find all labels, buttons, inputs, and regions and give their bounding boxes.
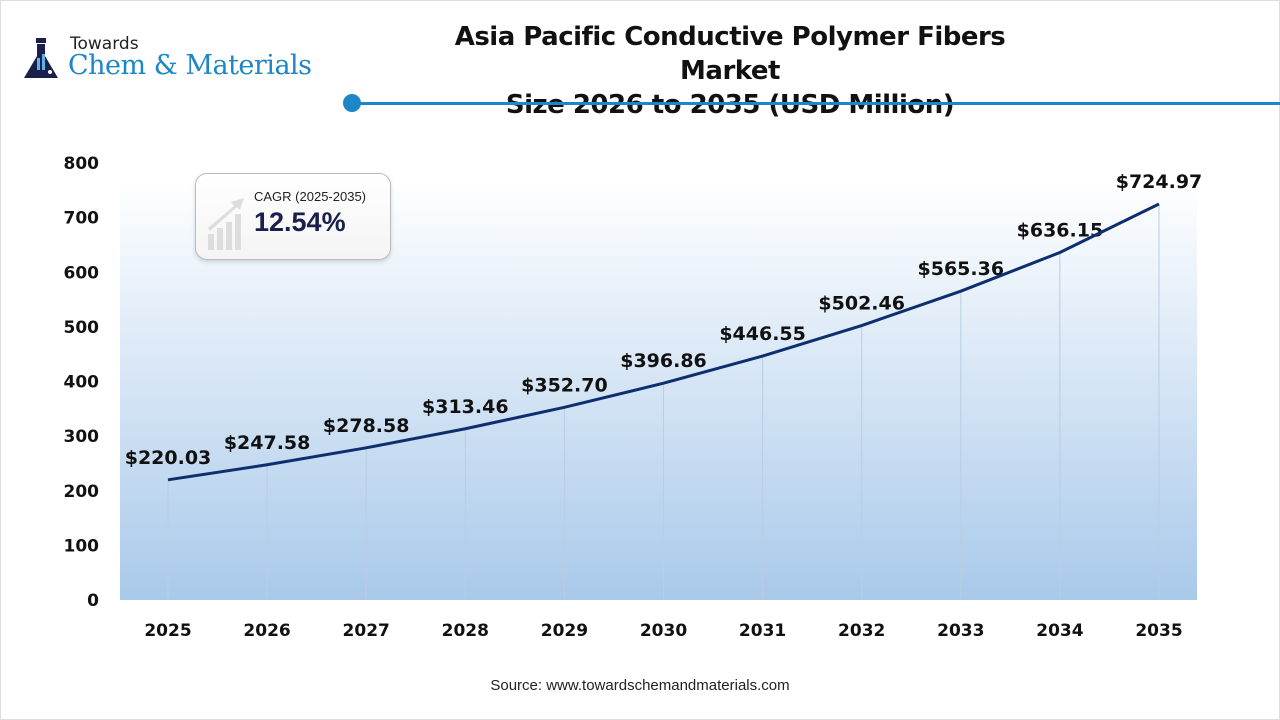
y-tick-label: 300 — [64, 427, 100, 447]
x-tick-label: 2028 — [442, 621, 489, 641]
data-label: $247.58 — [224, 432, 311, 454]
logo-line2: Chem & Materials — [68, 50, 312, 81]
title-line2: Size 2026 to 2035 (USD Million) — [505, 90, 955, 120]
x-tick-label: 2033 — [937, 621, 984, 641]
data-label: $396.86 — [620, 350, 707, 372]
x-tick-label: 2029 — [541, 621, 588, 641]
y-tick-label: 200 — [64, 482, 100, 502]
cagr-label: CAGR (2025-2035) — [254, 189, 366, 204]
x-tick-label: 2026 — [243, 621, 290, 641]
data-label: $724.97 — [1116, 171, 1203, 193]
data-label: $278.58 — [323, 415, 410, 437]
x-tick-label: 2027 — [343, 621, 390, 641]
chart-title: Asia Pacific Conductive Polymer Fibers M… — [420, 20, 1040, 122]
x-tick-label: 2030 — [640, 621, 687, 641]
series-line — [167, 202, 1160, 482]
data-label: $636.15 — [1017, 220, 1104, 242]
source-text: Source: www.towardschemandmaterials.com — [490, 677, 790, 694]
growth-chart-icon — [208, 198, 244, 250]
y-tick-label: 100 — [64, 536, 100, 556]
x-tick-label: 2025 — [144, 621, 191, 641]
y-tick-label: 700 — [64, 209, 100, 229]
data-label: $446.55 — [719, 323, 806, 345]
y-tick-label: 0 — [87, 591, 99, 611]
x-tick-label: 2032 — [838, 621, 885, 641]
x-tick-label: 2034 — [1036, 621, 1083, 641]
data-label: $220.03 — [125, 447, 212, 469]
flask-icon — [24, 38, 58, 78]
y-tick-label: 800 — [64, 154, 100, 174]
data-label: $565.36 — [918, 258, 1005, 280]
data-label: $313.46 — [422, 396, 509, 418]
data-label: $502.46 — [818, 293, 905, 315]
y-tick-label: 500 — [64, 318, 100, 338]
cagr-box: CAGR (2025-2035) 12.54% — [195, 173, 391, 260]
title-line1: Asia Pacific Conductive Polymer Fibers M… — [454, 22, 1006, 86]
cagr-value: 12.54% — [254, 207, 346, 237]
x-tick-label: 2035 — [1135, 621, 1182, 641]
logo-line1: Towards — [70, 34, 139, 54]
title-rule-dot — [343, 94, 361, 112]
y-tick-label: 600 — [64, 263, 100, 283]
y-tick-label: 400 — [64, 373, 100, 393]
data-label: $352.70 — [521, 374, 608, 396]
x-tick-label: 2031 — [739, 621, 786, 641]
title-rule — [352, 102, 1280, 105]
